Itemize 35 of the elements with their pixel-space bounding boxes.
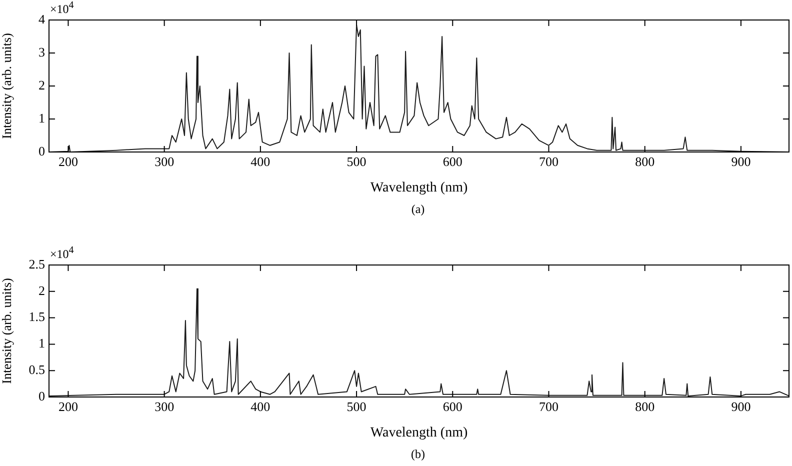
y-tick-label: 2.5 xyxy=(28,256,45,272)
y-tick-label: 0 xyxy=(38,143,45,158)
y-tick-label: 2 xyxy=(38,77,45,92)
x-tick-label: 300 xyxy=(154,399,174,414)
x-axis-title: Wavelength (nm) xyxy=(370,425,468,440)
y-tick-label: 0.5 xyxy=(28,362,45,378)
x-tick-label: 300 xyxy=(154,154,174,170)
y-tick-label: 0 xyxy=(38,388,45,404)
x-tick-label: 200 xyxy=(58,154,78,170)
x-tick-label: 800 xyxy=(635,399,655,414)
y-tick-label: 1 xyxy=(38,110,45,126)
x-tick-label: 600 xyxy=(442,154,462,170)
x-tick-label: 900 xyxy=(731,399,751,414)
x-tick-label: 500 xyxy=(346,154,366,170)
y-tick-label: 4 xyxy=(38,11,46,26)
text: (a) xyxy=(410,202,426,217)
x-tick-label: 500 xyxy=(346,399,366,414)
x-tick-label: 700 xyxy=(538,154,558,170)
text: ×10$^{4}$ xyxy=(50,0,74,17)
x-tick-label: 900 xyxy=(731,154,751,170)
x-tick-label: 400 xyxy=(250,154,270,170)
y-tick-label: 2 xyxy=(38,282,45,298)
x-axis-title: Wavelength (nm) xyxy=(370,180,468,196)
text: (b) xyxy=(410,447,426,462)
x-tick-label: 200 xyxy=(58,399,78,414)
x-tick-label: 400 xyxy=(250,399,270,414)
y-axis-title: Intensity (arb. units) xyxy=(0,278,14,384)
text: ×10$^{4}$ xyxy=(50,245,74,262)
y-tick-label: 1.5 xyxy=(28,309,45,324)
y-tick-label: 1 xyxy=(38,336,45,351)
y-axis-title: Intensity (arb. units) xyxy=(0,33,14,139)
x-tick-label: 600 xyxy=(442,399,462,414)
x-tick-label: 800 xyxy=(635,154,655,170)
y-tick-label: 3 xyxy=(38,44,45,60)
x-tick-label: 700 xyxy=(538,399,558,414)
